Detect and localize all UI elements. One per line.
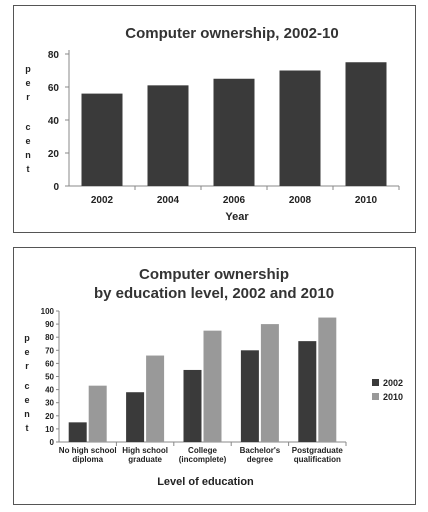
y-tick-label: 0: [53, 182, 59, 193]
bar: [213, 78, 255, 186]
y-axis-label-char: t: [27, 164, 30, 174]
x-tick-label: diploma: [72, 455, 103, 464]
y-axis-label-char: r: [25, 361, 29, 371]
y-tick-label: 20: [45, 412, 54, 421]
bar: [81, 93, 123, 186]
bar-2010: [203, 330, 222, 442]
y-tick-label: 40: [45, 386, 54, 395]
bar-2002: [240, 350, 259, 442]
y-axis-label-char: t: [26, 423, 29, 433]
bar-2010: [318, 317, 337, 442]
bar-2002: [183, 369, 202, 442]
x-tick-label: qualification: [294, 455, 341, 464]
x-tick-label: graduate: [128, 455, 162, 464]
chart-panel-ownership-by-year: Computer ownership, 2002-10 p e r c e n t 0 20 40 6…: [13, 5, 416, 233]
y-axis-label-char: e: [24, 395, 29, 405]
legend-swatch-2002: [372, 379, 379, 386]
bar-2002: [68, 422, 87, 442]
y-axis-label-char: p: [24, 333, 30, 343]
x-tick-label: 2008: [289, 195, 312, 206]
x-tick-label: No high school: [59, 446, 117, 455]
y-axis-label-char: r: [26, 92, 30, 102]
x-tick-label: 2010: [355, 195, 378, 206]
x-tick-label: 2002: [91, 195, 114, 206]
y-tick-label: 100: [41, 307, 55, 316]
chart-ownership-by-education: Computer ownership by education level, 20…: [24, 266, 403, 488]
legend-label-2010: 2010: [383, 392, 403, 402]
y-tick-label: 60: [48, 83, 60, 94]
x-tick-label: (incomplete): [179, 455, 227, 464]
y-tick-label: 70: [45, 346, 54, 355]
y-tick-label: 60: [45, 359, 54, 368]
y-tick-label: 10: [45, 425, 54, 434]
x-axis-title: Year: [225, 211, 249, 223]
y-axis-label-char: c: [24, 381, 29, 391]
y-axis-label-char: n: [25, 150, 31, 160]
chart-ownership-by-year: Computer ownership, 2002-10percent020406…: [25, 25, 400, 223]
bar: [279, 70, 321, 186]
y-axis-label-char: c: [25, 122, 30, 132]
y-axis-label-char: n: [24, 409, 30, 419]
legend-swatch-2010: [372, 393, 379, 400]
x-axis-title: Level of education: [157, 476, 254, 488]
x-tick-label: Postgraduate: [292, 446, 344, 455]
bar-2002: [298, 341, 317, 442]
y-tick-label: 0: [50, 438, 55, 447]
y-tick-label: 80: [45, 333, 54, 342]
x-tick-label: College: [188, 446, 217, 455]
legend-label-2002: 2002: [383, 378, 403, 388]
chart-panel-ownership-by-education: Computer ownership by education level, 20…: [13, 247, 416, 505]
y-axis-label-char: p: [25, 64, 31, 74]
y-axis-label-char: e: [25, 78, 30, 88]
y-tick-label: 50: [45, 373, 54, 382]
bar-2010: [146, 355, 165, 442]
chart-title-line: Computer ownership: [139, 266, 289, 283]
x-tick-label: degree: [247, 455, 274, 464]
bar: [147, 85, 189, 186]
y-tick-label: 80: [48, 50, 60, 61]
bar: [345, 62, 387, 186]
y-tick-label: 40: [48, 116, 60, 127]
chart-title-line: by education level, 2002 and 2010: [94, 285, 334, 302]
bar-2010: [260, 324, 279, 442]
y-tick-label: 30: [45, 399, 54, 408]
y-axis-label-char: e: [24, 347, 29, 357]
y-axis-label-char: e: [25, 136, 30, 146]
x-tick-label: Bachelor's: [240, 446, 281, 455]
x-tick-label: 2004: [157, 195, 180, 206]
bar-2002: [126, 392, 145, 442]
y-tick-label: 20: [48, 149, 60, 160]
chart-title: Computer ownership, 2002-10: [125, 25, 338, 42]
x-tick-label: High school: [122, 446, 168, 455]
x-tick-label: 2006: [223, 195, 246, 206]
bar-2010: [88, 385, 107, 442]
y-tick-label: 90: [45, 320, 54, 329]
